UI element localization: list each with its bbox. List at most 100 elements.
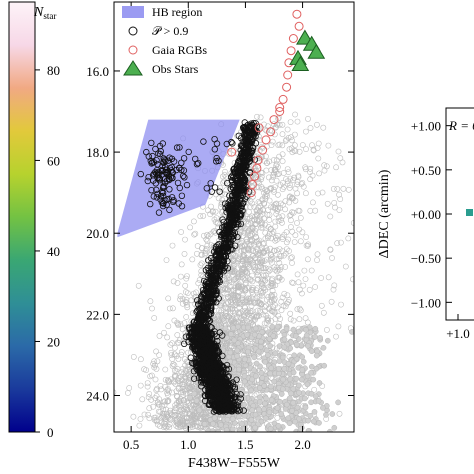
field-star-point: [279, 151, 286, 158]
field-star-point: [268, 252, 275, 259]
field-star-point: [165, 323, 172, 330]
field-star-point: [247, 226, 254, 233]
field-star-point: [289, 260, 295, 266]
field-star-point: [292, 333, 299, 339]
field-star-point: [151, 315, 158, 321]
field-star-point: [329, 255, 335, 261]
field-star-point: [299, 367, 306, 373]
field-star-point: [289, 254, 295, 261]
field-star-point: [287, 310, 294, 317]
field-star-point: [312, 207, 319, 214]
field-star-point: [165, 378, 172, 385]
field-star-point: [291, 174, 298, 181]
field-star-point: [320, 405, 326, 411]
field-star-point: [174, 339, 181, 346]
field-star-point: [164, 398, 171, 405]
field-star-point: [241, 373, 248, 380]
field-star-point: [212, 208, 219, 215]
field-star-point: [279, 131, 286, 138]
field-star-point: [305, 116, 311, 122]
field-star-point: [285, 134, 292, 141]
field-star-point: [260, 271, 267, 278]
field-star-point: [308, 390, 315, 397]
field-star-point: [290, 209, 297, 216]
field-star-point: [193, 289, 199, 296]
field-star-point: [219, 199, 226, 206]
field-star-point: [270, 333, 277, 339]
field-star-point: [166, 305, 173, 312]
field-star-point: [139, 396, 146, 403]
field-star-point: [231, 276, 238, 283]
field-star-point: [227, 349, 234, 356]
field-star-point: [255, 162, 261, 169]
field-star-point: [175, 424, 182, 430]
field-star-point: [179, 326, 186, 333]
field-star-point: [148, 372, 155, 379]
field-star-point: [293, 341, 300, 348]
field-star-point: [192, 415, 199, 422]
field-star-point: [263, 347, 270, 354]
field-star-point: [268, 307, 275, 314]
field-star-point: [230, 316, 236, 322]
field-star-point: [244, 317, 251, 324]
field-star-point: [251, 241, 257, 248]
field-star-point: [197, 213, 204, 220]
field-star-point: [254, 247, 261, 253]
field-star-point: [146, 405, 153, 412]
field-star-point: [254, 307, 261, 314]
field-star-point: [275, 205, 281, 212]
field-star-point: [212, 219, 219, 225]
field-star-point: [273, 236, 280, 243]
field-star-point: [303, 332, 310, 339]
field-star-point: [263, 191, 270, 197]
field-star-point: [305, 417, 311, 424]
field-star-point: [266, 197, 273, 204]
field-star-point: [275, 422, 282, 429]
field-star-point: [292, 418, 298, 425]
field-star-point: [260, 288, 266, 295]
field-star-point: [201, 421, 208, 427]
field-star-point: [249, 291, 256, 298]
field-star-point: [182, 236, 188, 243]
field-star-point: [265, 224, 272, 230]
field-star-point: [258, 176, 264, 183]
field-star-point: [234, 353, 240, 359]
field-star-point: [277, 399, 283, 405]
field-star-point: [173, 388, 180, 394]
field-star-point: [163, 257, 170, 263]
field-star-point: [280, 252, 287, 259]
field-star-point: [336, 207, 343, 213]
field-star-point: [238, 265, 245, 272]
field-star-point: [294, 181, 301, 188]
field-star-point: [258, 338, 264, 345]
field-star-point: [268, 142, 275, 148]
field-star-point: [223, 173, 230, 180]
field-star-point: [218, 190, 225, 197]
field-star-point: [291, 352, 298, 359]
field-star-point: [254, 113, 260, 120]
field-star-point: [238, 285, 245, 292]
field-star-point: [193, 397, 200, 404]
field-star-point: [276, 343, 283, 349]
field-star-point: [286, 194, 293, 201]
field-star-point: [275, 217, 282, 224]
field-star-point: [193, 250, 200, 257]
field-star-point: [257, 114, 264, 121]
field-star-point: [243, 236, 250, 243]
field-star-point: [282, 250, 289, 257]
field-star-point: [274, 323, 281, 330]
field-star-point: [267, 251, 274, 258]
field-star-point: [169, 242, 176, 249]
field-star-point: [276, 260, 283, 266]
field-star-point: [298, 290, 305, 297]
field-star-point: [223, 304, 230, 311]
field-star-point: [244, 331, 250, 338]
field-star-point: [315, 140, 322, 147]
field-star-point: [235, 413, 242, 420]
field-star-point: [300, 183, 307, 190]
field-star-point: [273, 268, 280, 275]
field-star-point: [247, 316, 254, 323]
field-star-point: [291, 147, 298, 154]
field-star-point: [141, 411, 148, 418]
field-star-point: [177, 273, 184, 280]
